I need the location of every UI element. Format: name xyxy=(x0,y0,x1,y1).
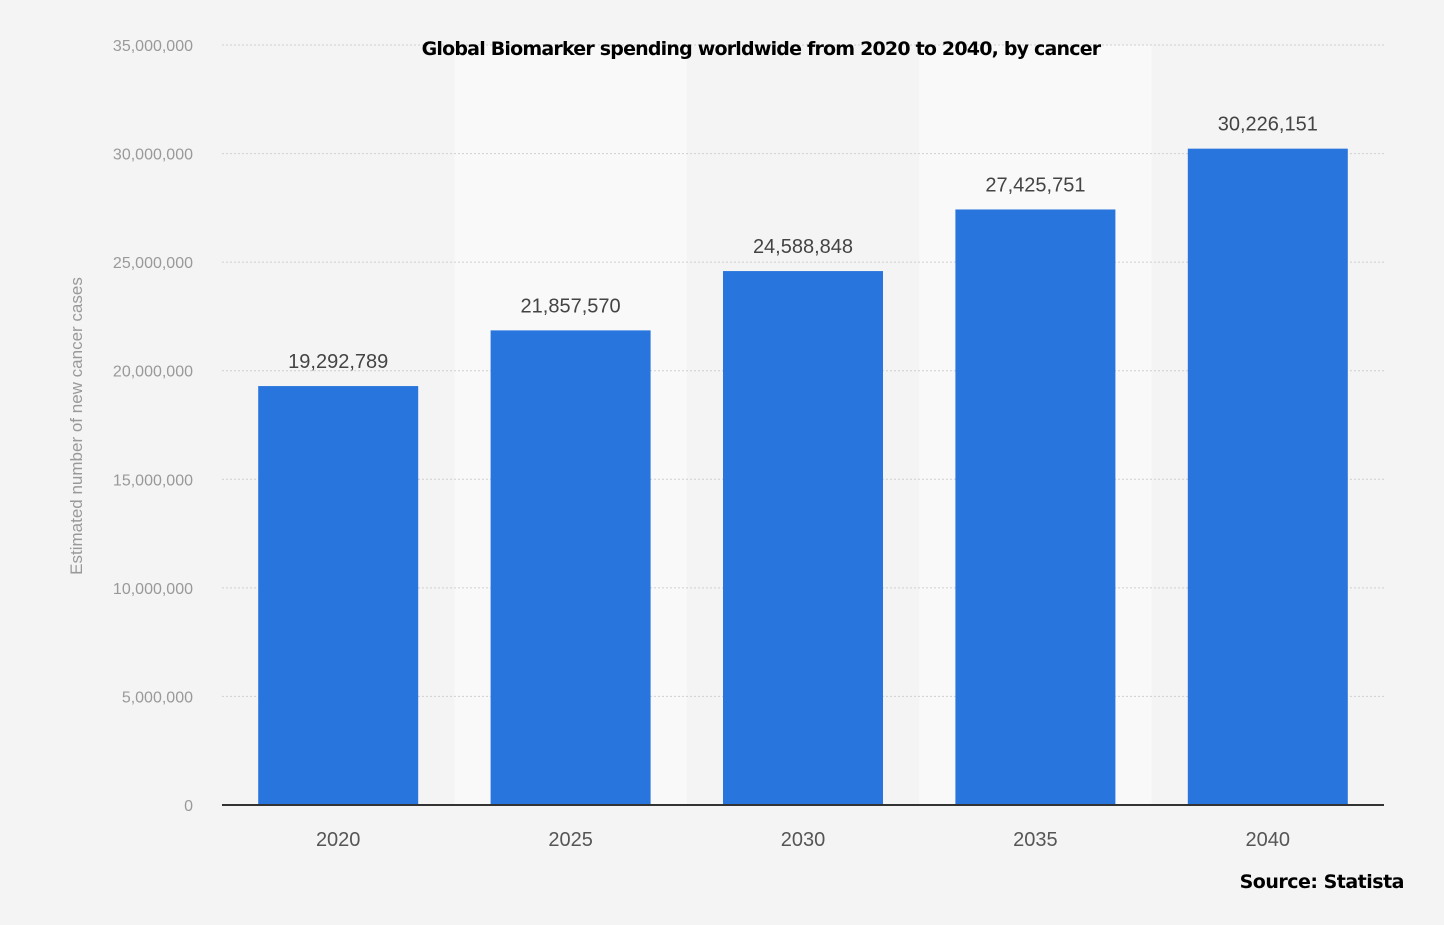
y-tick-label: 35,000,000 xyxy=(113,38,193,55)
source-note: Source: Statista xyxy=(1239,871,1405,893)
y-axis-label: Estimated number of new cancer cases xyxy=(67,277,86,575)
x-tick-label: 2025 xyxy=(548,829,593,851)
chart-title: Global Biomarker spending worldwide from… xyxy=(421,38,1102,60)
data-label: 24,588,848 xyxy=(753,236,853,258)
x-tick-label: 2040 xyxy=(1246,829,1291,851)
x-tick-label: 2020 xyxy=(316,829,361,851)
bar-2025 xyxy=(490,330,651,805)
data-label: 21,857,570 xyxy=(521,295,621,317)
y-tick-label: 20,000,000 xyxy=(113,364,193,381)
data-label: 30,226,151 xyxy=(1218,114,1318,136)
bar-2020 xyxy=(258,386,419,805)
y-tick-label: 10,000,000 xyxy=(113,581,193,598)
bar-2040 xyxy=(1187,148,1348,806)
y-tick-label: 15,000,000 xyxy=(113,472,193,489)
data-label: 19,292,789 xyxy=(288,351,388,373)
x-tick-label: 2035 xyxy=(1013,829,1058,851)
y-tick-label: 5,000,000 xyxy=(122,689,193,706)
y-tick-label: 25,000,000 xyxy=(113,255,193,272)
y-tick-label: 0 xyxy=(184,798,193,815)
y-tick-label: 30,000,000 xyxy=(113,147,193,164)
bar-2035 xyxy=(955,209,1116,805)
bar-2030 xyxy=(723,271,883,805)
x-tick-label: 2030 xyxy=(781,829,826,851)
data-label: 27,425,751 xyxy=(985,174,1085,196)
